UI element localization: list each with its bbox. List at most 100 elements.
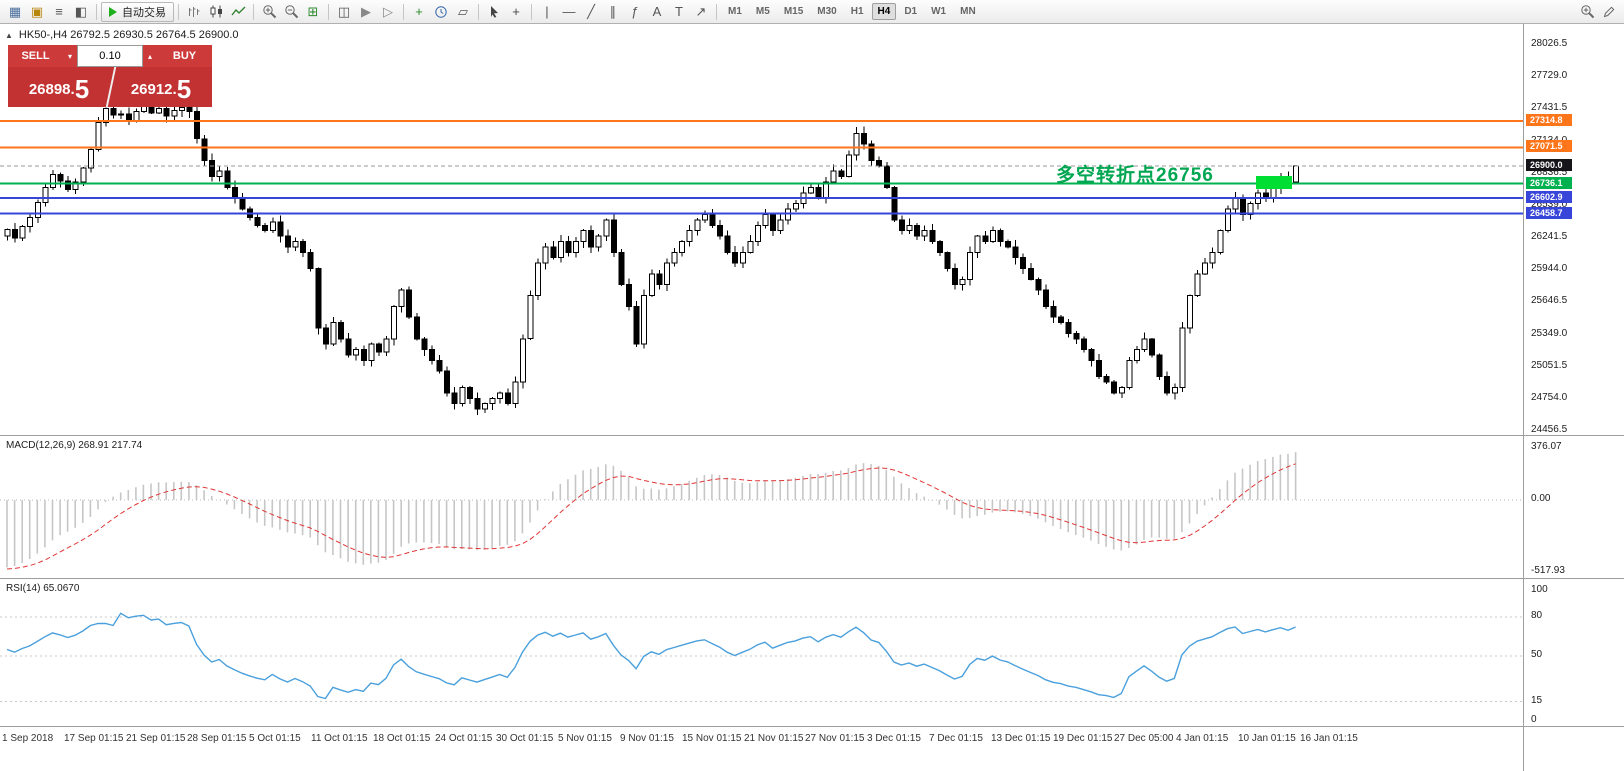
timeframe-w1[interactable]: W1 — [931, 6, 947, 17]
volume-input[interactable] — [77, 45, 143, 67]
horizontal-line-icon[interactable]: — — [562, 4, 576, 19]
time-label: 1 Sep 2018 — [2, 733, 54, 744]
time-label: 21 Sep 01:15 — [126, 733, 186, 744]
indicators-icon[interactable]: + — [415, 4, 423, 19]
toolbar-separator — [531, 3, 532, 20]
periods-icon[interactable] — [430, 2, 452, 22]
auto-trading-button[interactable]: 自动交易 — [101, 1, 174, 22]
price-tick: 26241.5 — [1531, 231, 1568, 242]
macd-panel[interactable]: MACD(12,26,9) 268.91 217.74 — [0, 435, 1523, 578]
axis-separator — [1524, 726, 1624, 727]
toolbar-separator — [253, 3, 254, 20]
line-chart-icon[interactable] — [227, 2, 249, 22]
price-badge-26736.1: 26736.1 — [1526, 177, 1572, 189]
time-label: 9 Nov 01:15 — [620, 733, 674, 744]
fibonacci-icon[interactable]: ƒ — [631, 4, 639, 19]
collapse-panel-icon[interactable]: ▲ — [5, 30, 13, 40]
time-label: 24 Oct 01:15 — [435, 733, 493, 744]
time-label: 19 Dec 01:15 — [1053, 733, 1113, 744]
timeframe-m30[interactable]: M30 — [817, 6, 837, 17]
cursor-icon[interactable] — [483, 2, 505, 22]
macd-tick: -517.93 — [1531, 565, 1565, 576]
time-label: 3 Dec 01:15 — [867, 733, 921, 744]
arrows-icon[interactable]: ↗ — [695, 3, 707, 19]
grid-icon[interactable]: ⊞ — [307, 3, 319, 19]
chart-shift-icon[interactable]: ▷ — [383, 3, 393, 19]
axis-separator — [1524, 578, 1624, 579]
time-label: 17 Sep 01:15 — [64, 733, 124, 744]
price-axis[interactable]: 28026.527729.027431.527134.026836.526539… — [1523, 24, 1624, 771]
macd-tick: 0.00 — [1531, 493, 1551, 504]
price-badge-26602.9: 26602.9 — [1526, 191, 1572, 203]
market-watch-icon[interactable]: ≡ — [55, 4, 63, 19]
pencil-icon[interactable] — [1598, 2, 1620, 22]
price-badge-27314.8: 27314.8 — [1526, 114, 1572, 126]
rsi-label: RSI(14) 65.0670 — [6, 583, 80, 594]
price-tick: 25944.0 — [1531, 263, 1568, 274]
rsi-tick: 50 — [1531, 649, 1543, 660]
rsi-chart[interactable] — [0, 579, 1523, 726]
time-label: 15 Nov 01:15 — [682, 733, 742, 744]
time-label: 30 Oct 01:15 — [496, 733, 554, 744]
sell-button[interactable]: SELL — [8, 45, 63, 67]
timeframe-h1[interactable]: H1 — [850, 6, 864, 17]
sell-price-big-digit: 5 — [74, 74, 90, 104]
pivot-annotation[interactable]: 多空转折点26756 — [1056, 165, 1214, 186]
symbol-ohlc-label: HK50-,H4 26792.5 26930.5 26764.5 26900.0 — [18, 29, 239, 41]
crosshair-icon[interactable]: + — [512, 4, 520, 19]
trendline-icon[interactable]: ╱ — [587, 3, 595, 19]
volume-up-icon[interactable]: ▴ — [143, 45, 157, 67]
chart-header: ▲ HK50-,H4 26792.5 26930.5 26764.5 26900… — [5, 29, 239, 41]
macd-chart[interactable] — [0, 436, 1523, 578]
new-chart-icon[interactable]: ▦ — [8, 3, 22, 19]
highlight-rectangle[interactable] — [1256, 176, 1292, 189]
bar-chart-icon[interactable] — [183, 2, 205, 22]
timeframe-m5[interactable]: M5 — [755, 6, 770, 17]
volume-dropdown-icon[interactable]: ▾ — [63, 45, 77, 67]
price-chart-panel[interactable]: ▲ HK50-,H4 26792.5 26930.5 26764.5 26900… — [0, 24, 1523, 435]
zoom-in-icon[interactable] — [258, 2, 280, 22]
zoom-out-icon[interactable] — [280, 2, 302, 22]
timeframe-d1[interactable]: D1 — [904, 6, 918, 17]
toolbar-separator — [716, 3, 717, 20]
vertical-line-icon[interactable]: | — [545, 4, 549, 19]
macd-tick: 376.07 — [1531, 441, 1562, 452]
label-icon[interactable]: T — [675, 4, 683, 19]
price-tick: 28026.5 — [1531, 38, 1568, 49]
timeframe-mn[interactable]: MN — [960, 6, 976, 17]
rsi-tick: 0 — [1531, 714, 1537, 725]
navigator-icon[interactable]: ◧ — [74, 3, 88, 19]
new-order-icon[interactable]: ▣ — [30, 3, 44, 19]
buy-button[interactable]: BUY — [157, 45, 212, 67]
templates-icon[interactable]: ▱ — [458, 3, 468, 19]
timeframe-m1[interactable]: M1 — [728, 6, 742, 17]
price-badge-26458.7: 26458.7 — [1526, 207, 1572, 219]
sell-price[interactable]: 26898. 5 — [8, 67, 110, 107]
axis-separator — [1524, 435, 1624, 436]
time-axis[interactable]: 1 Sep 2018 17 Sep 01:15 21 Sep 01:15 28 Sep… — [0, 726, 1523, 752]
candlestick-chart[interactable] — [0, 24, 1523, 435]
text-icon[interactable]: A — [652, 4, 662, 19]
channel-icon[interactable]: ∥ — [609, 3, 617, 19]
price-tick: 25646.5 — [1531, 295, 1568, 306]
auto-scroll-icon[interactable]: ▶ — [361, 3, 371, 19]
buy-price[interactable]: 26912. 5 — [110, 67, 212, 107]
search-icon[interactable] — [1576, 2, 1598, 22]
price-badge-26900.0: 26900.0 — [1526, 159, 1572, 171]
price-tick: 24754.0 — [1531, 392, 1568, 403]
toolbar-separator — [478, 3, 479, 20]
time-label: 28 Sep 01:15 — [187, 733, 247, 744]
time-label: 7 Dec 01:15 — [929, 733, 983, 744]
price-tick: 25051.5 — [1531, 360, 1568, 371]
time-label: 10 Jan 01:15 — [1238, 733, 1296, 744]
timeframe-m15[interactable]: M15 — [783, 6, 804, 17]
timeframe-h4[interactable]: H4 — [871, 3, 897, 20]
candlestick-chart-icon[interactable] — [205, 2, 227, 22]
rsi-panel[interactable]: RSI(14) 65.0670 — [0, 578, 1523, 726]
time-label: 5 Oct 01:15 — [249, 733, 301, 744]
toolbar-separator — [96, 3, 97, 20]
tile-windows-icon[interactable]: ◫ — [337, 3, 351, 19]
play-icon — [109, 6, 117, 17]
price-tick: 24456.5 — [1531, 424, 1568, 435]
toolbar-separator — [178, 3, 179, 20]
